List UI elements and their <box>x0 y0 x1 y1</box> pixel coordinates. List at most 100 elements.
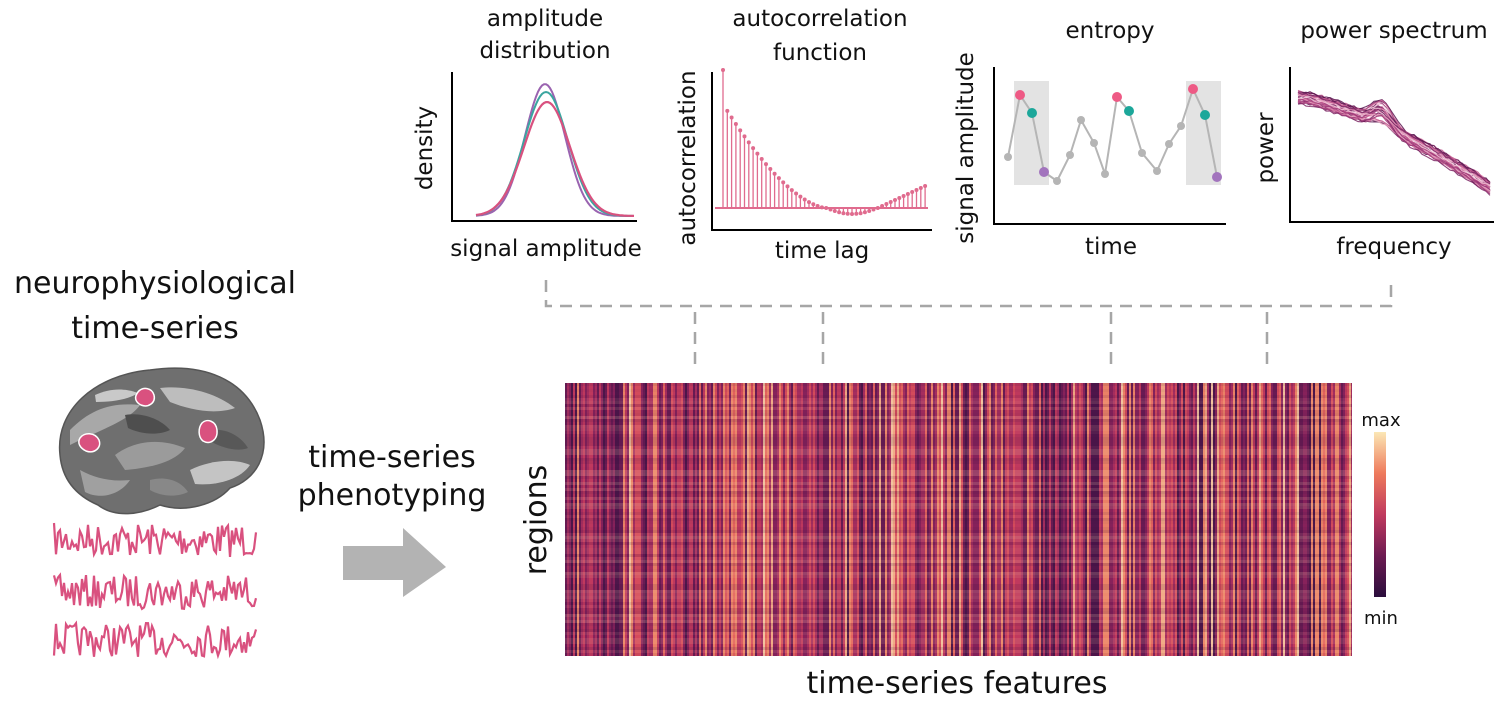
acf-stem-marker <box>854 211 859 216</box>
kde-curve-1 <box>475 83 634 217</box>
acf-stem-marker <box>914 188 919 192</box>
entropy-point <box>1124 106 1134 116</box>
signal-trace-2 <box>52 572 258 611</box>
power-spectrum-lines <box>1297 89 1491 196</box>
acf-stem-marker <box>785 184 790 189</box>
acf-stem-marker <box>867 209 872 213</box>
power-spectrum-line <box>1297 91 1491 184</box>
colorbar-min-label: min <box>1364 608 1398 629</box>
entropy-point <box>1015 90 1025 100</box>
power-spectrum-line <box>1297 102 1491 196</box>
acf-stem-marker <box>802 197 807 202</box>
power-spectrum-line <box>1297 98 1491 192</box>
acf-stem-marker <box>905 192 910 196</box>
acf-stem-marker <box>781 180 786 185</box>
entropy-series-line <box>1007 86 1218 183</box>
entropy-point <box>1077 116 1085 124</box>
acf-stem-marker <box>837 210 842 215</box>
acf-stem-marker <box>893 198 897 202</box>
power-y-label: power <box>1253 112 1279 184</box>
acf-stem-marker <box>884 202 889 206</box>
pipeline-label-line1: time-series <box>308 440 475 475</box>
acf-stem-marker <box>729 115 734 120</box>
pipeline-label-line2: phenotyping <box>298 478 487 513</box>
entropy-x-label: time <box>1085 234 1137 260</box>
acf-stem-marker <box>918 186 923 190</box>
acf-stem-marker <box>807 200 811 205</box>
acf-stem-marker <box>768 167 773 172</box>
panel-entropy: entropy time signal amplitude <box>953 18 1226 260</box>
feature-heatmap <box>565 383 1352 656</box>
acf-stem-marker <box>759 156 764 161</box>
panel-amplitude-distribution: amplitude distribution signal amplitude … <box>412 6 642 262</box>
acf-stem-marker <box>888 200 893 204</box>
acf-stem-marker <box>733 122 738 127</box>
autocorr-y-label: autocorrelation <box>675 70 701 245</box>
acf-stem-marker <box>794 191 799 196</box>
power-spectrum-line <box>1297 99 1491 191</box>
entropy-point <box>1212 172 1222 182</box>
colorbar-max-label: max <box>1361 410 1401 431</box>
left-title-line2: time-series <box>71 311 238 346</box>
acf-stem-marker <box>742 134 747 139</box>
acf-stem-marker <box>789 188 794 193</box>
left-title-line1: neurophysiological <box>14 266 296 301</box>
entropy-point <box>1066 151 1074 159</box>
acf-stem-marker <box>858 211 863 216</box>
entropy-point <box>1112 92 1122 102</box>
connector-bracket <box>544 280 1393 367</box>
heatmap-y-label: regions <box>519 465 554 576</box>
power-spectrum-line <box>1297 101 1491 195</box>
entropy-point <box>1039 167 1049 177</box>
acf-stem-marker <box>832 209 837 213</box>
brain-illustration <box>58 367 265 515</box>
acf-stem-marker <box>776 176 781 181</box>
acf-stem-marker <box>910 190 915 194</box>
signal-trace-3 <box>52 620 258 660</box>
panel-entropy-title: entropy <box>1066 18 1155 44</box>
amplitude-y-label: density <box>412 106 438 190</box>
entropy-point <box>1053 177 1061 185</box>
acf-stem-marker <box>764 162 768 167</box>
acf-stem-marker <box>901 194 906 198</box>
acf-stem-marker <box>746 140 751 145</box>
acf-stem-marker <box>923 184 928 188</box>
entropy-point <box>1027 108 1037 118</box>
entropy-point <box>1188 84 1198 94</box>
entropy-y-label: signal amplitude <box>953 52 979 244</box>
panel-amplitude-title-line1: amplitude <box>487 6 603 32</box>
acf-stem-marker <box>738 128 743 133</box>
panel-autocorrelation-title-line2: function <box>773 40 867 66</box>
acf-stem-marker <box>850 212 854 216</box>
acf-stem-marker <box>725 108 730 113</box>
panel-power-title: power spectrum <box>1300 18 1487 44</box>
panel-amplitude-title-line2: distribution <box>479 38 610 64</box>
entropy-point <box>1101 170 1109 178</box>
panel-autocorrelation: autocorrelation function time lag autoco… <box>675 6 932 264</box>
entropy-point <box>1138 149 1146 157</box>
power-spectrum-line <box>1297 92 1491 185</box>
pipeline-arrow-icon <box>343 528 446 597</box>
acf-stem-marker <box>798 194 803 199</box>
amplitude-x-label: signal amplitude <box>450 236 642 262</box>
entropy-point <box>1153 167 1161 175</box>
autocorr-x-label: time lag <box>775 238 869 264</box>
panel-power-spectrum: power spectrum frequency power <box>1253 18 1494 260</box>
power-x-label: frequency <box>1336 234 1451 260</box>
power-spectrum-line <box>1297 99 1491 192</box>
kde-curve-3 <box>475 101 634 217</box>
heatmap-colorbar <box>1374 432 1386 597</box>
acf-stem-marker <box>845 211 850 216</box>
entropy-point <box>1200 110 1210 120</box>
acf-stem-marker <box>751 146 756 151</box>
power-spectrum-line <box>1297 102 1491 193</box>
heatmap-x-label: time-series features <box>807 666 1108 701</box>
autocorrelation-stems <box>715 68 928 216</box>
entropy-point <box>1177 122 1185 130</box>
entropy-point <box>1165 140 1173 148</box>
acf-stem-marker <box>841 211 846 216</box>
signal-trace-1 <box>52 522 258 559</box>
acf-stem-marker <box>721 68 725 72</box>
acf-stem-marker <box>897 196 902 200</box>
